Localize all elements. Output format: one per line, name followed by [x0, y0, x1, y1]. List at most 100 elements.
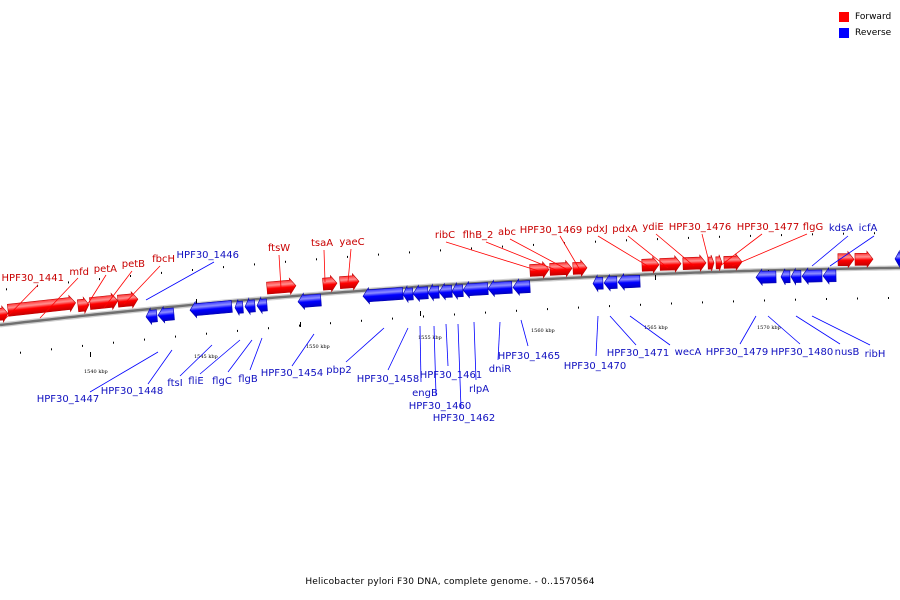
tick-mark-lower: [175, 335, 176, 338]
gene-label-hpf30-1476: HPF30_1476: [669, 222, 731, 233]
reverse-swatch: [839, 28, 849, 38]
forward-gene-arrow: [572, 259, 588, 278]
gene-label-ydie: ydiE: [642, 222, 663, 233]
reverse-gene-arrow: [780, 268, 791, 285]
forward-gene-arrow: [77, 296, 90, 315]
reverse-gene-arrow: [145, 307, 158, 326]
tick-mark-lower: [764, 299, 765, 302]
gene-label-hpf30-1480: HPF30_1480: [771, 347, 833, 358]
tick-mark-lower: [888, 297, 889, 299]
gene-label-rlpa: rlpA: [469, 384, 489, 395]
tick-mark-lower: [826, 298, 827, 300]
tick-mark-lower: [51, 348, 52, 351]
tick-mark-upper: [595, 240, 596, 243]
gene-label-hpf30-1469: HPF30_1469: [520, 225, 582, 236]
gene-label-leader: [811, 315, 871, 346]
gene-label-leader: [509, 238, 569, 271]
reverse-gene-arrow: [462, 280, 489, 299]
tick-mark-upper: [409, 251, 410, 254]
scale-label: 1545 kbp: [194, 354, 218, 360]
tick-mark-lower: [392, 317, 393, 320]
scale-label: 1560 kbp: [531, 328, 555, 334]
reverse-gene-arrow: [244, 297, 256, 316]
forward-gene-arrow: [854, 250, 874, 269]
forward-gene-arrow: [723, 253, 743, 271]
reverse-gene-arrow: [427, 283, 440, 302]
gene-label-flhb-2: flhB_2: [463, 230, 494, 241]
scale-label: 1570 kbp: [757, 325, 781, 331]
gene-label-weca: wecA: [675, 347, 702, 358]
major-tick-mark: [196, 299, 197, 304]
gene-label-leader: [497, 321, 501, 361]
reverse-gene-arrow: [822, 266, 837, 285]
gene-label-petb: petB: [122, 259, 145, 270]
gene-label-leader: [3, 284, 39, 321]
gene-label-leader: [627, 235, 669, 269]
legend-forward-label: Forward: [855, 12, 892, 22]
reverse-gene-arrow: [790, 267, 802, 286]
reverse-gene-arrow: [362, 286, 404, 305]
gene-label-hpf30-1470: HPF30_1470: [564, 361, 626, 372]
gene-label-ribc: ribC: [435, 230, 455, 241]
tick-mark-lower: [330, 322, 331, 325]
gene-label-pdxj: pdxJ: [586, 224, 608, 235]
gene-label-hpf30-1479: HPF30_1479: [706, 347, 768, 358]
gene-label-dnir: dniR: [489, 364, 511, 375]
gene-label-leader: [829, 235, 875, 267]
gene-label-hpf30-1441: HPF30_1441: [2, 273, 64, 284]
gene-label-leader: [199, 339, 241, 375]
gene-label-hpf30-1477: HPF30_1477: [737, 222, 799, 233]
reverse-gene-arrow: [402, 285, 414, 304]
reverse-gene-arrow: [256, 296, 268, 315]
major-tick-mark: [655, 275, 656, 280]
forward-gene-arrow: [641, 255, 660, 274]
tick-mark-upper: [347, 255, 348, 258]
tick-mark-upper: [378, 253, 379, 256]
scale-label: 1565 kbp: [644, 325, 668, 331]
tick-mark-lower: [82, 344, 83, 347]
tick-mark-lower: [454, 313, 455, 316]
legend-forward: Forward: [839, 9, 891, 25]
gene-label-hpf30-1465: HPF30_1465: [498, 351, 560, 362]
scale-label: 1555 kbp: [418, 335, 442, 341]
reverse-gene-arrow: [617, 273, 641, 291]
gene-label-hpf30-1461: HPF30_1461: [420, 370, 482, 381]
gene-label-leader: [629, 315, 671, 346]
tick-mark-upper: [874, 232, 875, 235]
gene-label-ribh: ribH: [865, 349, 886, 360]
tick-mark-upper: [812, 233, 813, 236]
gene-label-hpf30-1447: HPF30_1447: [37, 394, 99, 405]
tick-mark-upper: [440, 249, 441, 252]
legend-reverse-label: Reverse: [855, 28, 892, 38]
reverse-gene-arrow: [512, 278, 531, 297]
reverse-gene-arrow: [894, 249, 900, 268]
gene-label-leader: [595, 315, 599, 357]
gene-label-hpf30-1454: HPF30_1454: [261, 368, 323, 379]
gene-label-leader: [179, 344, 213, 377]
gene-label-flgc: flgC: [212, 376, 232, 387]
tick-mark-upper: [781, 234, 782, 237]
reverse-gene-arrow: [157, 305, 175, 324]
forward-gene-arrow: [715, 254, 723, 271]
reverse-gene-arrow: [487, 279, 513, 298]
tick-mark-lower: [578, 306, 579, 309]
tick-mark-lower: [795, 298, 796, 301]
reverse-gene-arrow: [451, 281, 464, 301]
gene-label-leader: [609, 315, 637, 346]
gene-label-leader: [473, 321, 477, 381]
gene-label-leader: [227, 339, 253, 373]
forward-swatch: [839, 12, 849, 22]
tick-mark-upper: [6, 288, 7, 291]
scale-label: 1540 kbp: [84, 369, 108, 375]
reverse-gene-arrow: [801, 267, 823, 286]
tick-mark-lower: [547, 308, 548, 311]
tick-mark-upper: [161, 271, 162, 274]
gene-label-flgg: flgG: [803, 222, 823, 233]
tick-mark-lower: [268, 327, 269, 330]
tick-mark-lower: [20, 351, 21, 354]
tick-mark-upper: [471, 247, 472, 250]
gene-label-hpf30-1448: HPF30_1448: [101, 386, 163, 397]
forward-gene-arrow: [89, 292, 119, 311]
major-tick-mark: [300, 322, 301, 327]
tick-mark-lower: [299, 324, 300, 327]
